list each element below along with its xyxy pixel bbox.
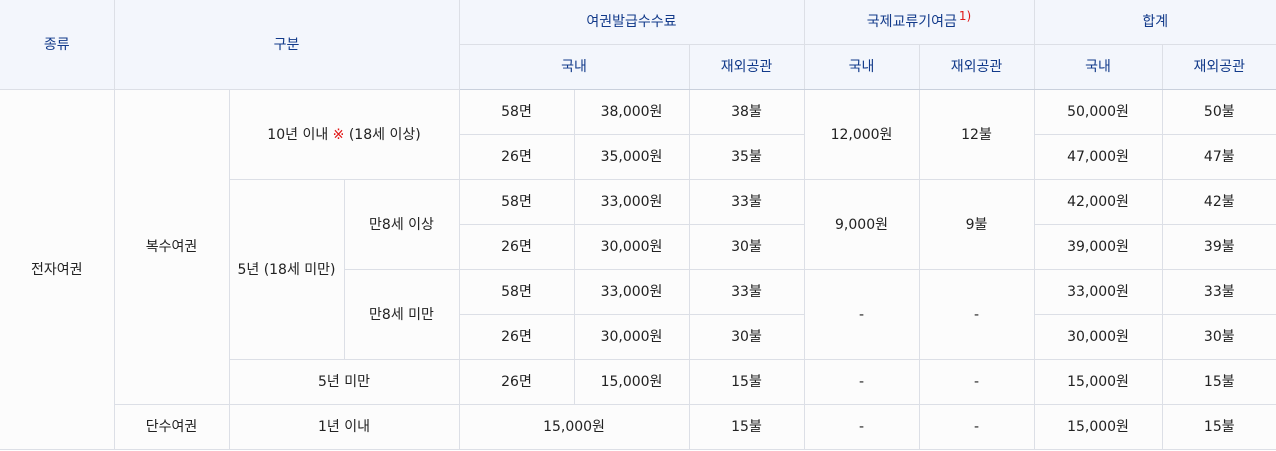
table-row: 26면 30,000원 30불 30,000원 30불 [0, 314, 1276, 360]
header-fund-overseas: 재외공관 [918, 44, 1035, 90]
total-overseas-cell: 50불 [1161, 89, 1276, 135]
fund-overseas-cell: 12불 [918, 89, 1035, 180]
fund-overseas-cell: - [918, 269, 1035, 360]
fund-domestic-cell: - [803, 404, 920, 450]
footnote-1-link[interactable]: 1) [958, 9, 972, 24]
header-fee-domestic: 국내 [459, 44, 690, 90]
header-total: 합계 [1033, 0, 1276, 45]
note-mark: ※ [332, 126, 345, 143]
total-overseas-cell: 39불 [1161, 224, 1276, 270]
total-domestic-cell: 50,000원 [1033, 89, 1163, 135]
fee-domestic-cell: 33,000원 [573, 269, 690, 315]
total-domestic-cell: 30,000원 [1033, 314, 1163, 360]
total-domestic-cell: 15,000원 [1033, 359, 1163, 405]
fund-domestic-cell: - [803, 269, 920, 360]
total-overseas-cell: 30불 [1161, 314, 1276, 360]
total-overseas-cell: 33불 [1161, 269, 1276, 315]
fee-domestic-cell: 35,000원 [573, 134, 690, 180]
header-category: 구분 [113, 0, 460, 90]
pages-cell: 26면 [459, 314, 575, 360]
total-domestic-cell: 42,000원 [1033, 179, 1163, 225]
fund-overseas-cell: 9불 [918, 179, 1035, 270]
pages-cell: 58면 [458, 179, 575, 225]
period-one-year: 1년 이내 [228, 404, 460, 450]
pages-cell: 26면 [459, 224, 575, 270]
fund-overseas-cell: - [918, 359, 1035, 405]
header-total-overseas: 재외공관 [1161, 44, 1276, 90]
age-over-8: 만8세 이상 [343, 179, 460, 270]
fee-overseas-cell: 30불 [688, 314, 805, 360]
total-domestic-cell: 39,000원 [1033, 224, 1163, 270]
type-multiple: 복수여권 [113, 89, 230, 405]
fee-overseas-cell: 33불 [688, 269, 805, 315]
total-overseas-cell: 15불 [1161, 404, 1276, 450]
table-row: 만8세 미만 58면 33,000원 33불 - - 33,000원 33불 [0, 269, 1276, 360]
total-overseas-cell: 42불 [1161, 179, 1276, 225]
header-issue-fee: 여권발급수수료 [458, 0, 805, 45]
period-under-5: 5년 미만 [229, 359, 460, 405]
table-row: 전자여권 복수여권 10년 이내 ※ (18세 이상) 58면 38,000원 … [0, 89, 1276, 450]
fee-domestic-cell: 30,000원 [573, 224, 690, 270]
pages-cell: 58면 [458, 269, 575, 315]
fee-overseas-cell: 15불 [688, 404, 805, 450]
header-intl-fund-label: 국제교류기여금 [866, 14, 957, 30]
kind-e-passport: 전자여권 [0, 89, 115, 450]
table-row: 단수여권 1년 이내 15,000원 15불 - - 15,000원 15불 [0, 404, 1276, 450]
fee-overseas-cell: 35불 [688, 134, 805, 180]
fee-domestic-cell: 15,000원 [573, 359, 690, 405]
total-overseas-cell: 47불 [1161, 134, 1276, 180]
table-row: 5년 미만 26면 15,000원 15불 - - 15,000원 15불 [0, 359, 1276, 405]
total-domestic-cell: 15,000원 [1033, 404, 1163, 450]
pages-cell: 26면 [459, 134, 575, 180]
total-overseas-cell: 15불 [1161, 359, 1276, 405]
fee-domestic-cell: 33,000원 [573, 179, 690, 225]
fee-domestic-cell: 30,000원 [573, 314, 690, 360]
total-domestic-cell: 33,000원 [1033, 269, 1163, 315]
header-kind: 종류 [0, 0, 115, 90]
fee-domestic-cell: 38,000원 [573, 89, 690, 135]
fee-domestic-cell: 15,000원 [458, 404, 690, 450]
period-ten-years-label: 10년 이내 [267, 126, 329, 143]
header-intl-fund: 국제교류기여금 1) [803, 0, 1035, 45]
fund-domestic-cell: 12,000원 [803, 89, 920, 180]
fee-overseas-cell: 38불 [688, 89, 805, 135]
pages-cell: 58면 [458, 89, 575, 135]
table-row: 26면 30,000원 30불 39,000원 39불 [0, 224, 1276, 270]
period-ten-years-age: (18세 이상) [348, 126, 421, 143]
pages-cell: 26면 [458, 359, 575, 405]
type-single: 단수여권 [114, 404, 230, 450]
age-under-8: 만8세 미만 [344, 269, 460, 360]
fund-domestic-cell: - [803, 359, 920, 405]
fee-overseas-cell: 15불 [688, 359, 805, 405]
period-ten-years: 10년 이내 ※ (18세 이상) [228, 89, 460, 180]
header-total-domestic: 국내 [1033, 44, 1163, 90]
period-five-years: 5년 (18세 미만) [229, 179, 345, 360]
fee-overseas-cell: 30불 [688, 224, 805, 270]
fee-overseas-cell: 33불 [688, 179, 805, 225]
fund-domestic-cell: 9,000원 [803, 179, 920, 270]
fund-overseas-cell: - [918, 404, 1035, 450]
header-fee-overseas: 재외공관 [688, 44, 805, 90]
header-fund-domestic: 국내 [803, 44, 920, 90]
total-domestic-cell: 47,000원 [1033, 134, 1163, 180]
